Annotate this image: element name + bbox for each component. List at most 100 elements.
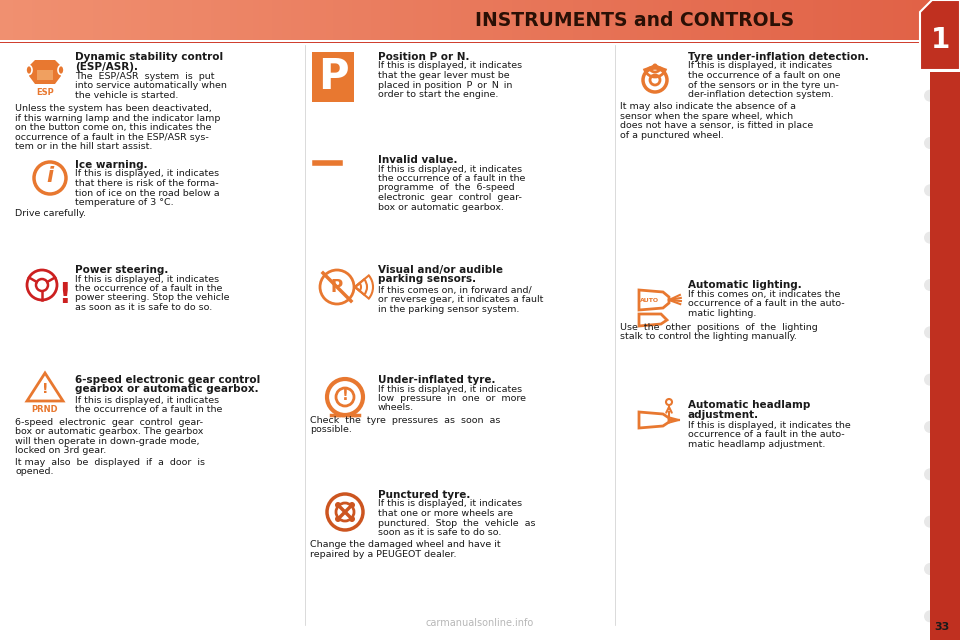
Bar [74, 0, 78, 40]
Bar [425, 0, 430, 40]
Bar [336, 0, 340, 40]
Bar [675, 0, 680, 40]
Bar [228, 0, 231, 40]
Bar [679, 0, 683, 40]
Bar [560, 0, 564, 40]
Bar [317, 0, 321, 40]
Text: the occurrence of a fault in the: the occurrence of a fault in the [75, 284, 223, 293]
Bar [0, 0, 4, 40]
Text: !: ! [58, 281, 70, 309]
Text: locked on 3rd gear.: locked on 3rd gear. [15, 446, 107, 455]
Bar [662, 0, 666, 40]
Bar [314, 0, 318, 40]
Text: If this comes on, in forward and/: If this comes on, in forward and/ [378, 286, 532, 295]
Text: on the button come on, this indicates the: on the button come on, this indicates th… [15, 124, 211, 132]
Bar [413, 0, 417, 40]
Text: Visual and/or audible: Visual and/or audible [378, 265, 503, 275]
Bar [36, 0, 39, 40]
Text: the occurrence of a fault in the: the occurrence of a fault in the [378, 174, 525, 183]
Bar [89, 0, 94, 40]
Text: occurrence of a fault in the ESP/ASR sys-: occurrence of a fault in the ESP/ASR sys… [15, 132, 208, 141]
Wedge shape [924, 90, 930, 102]
Bar [713, 0, 718, 40]
Bar [646, 0, 651, 40]
Text: der-inflation detection system.: der-inflation detection system. [688, 90, 833, 99]
Bar [496, 0, 500, 40]
Text: Power steering.: Power steering. [75, 265, 168, 275]
Bar [170, 0, 174, 40]
Text: or reverse gear, it indicates a fault: or reverse gear, it indicates a fault [378, 296, 543, 305]
Bar [595, 0, 599, 40]
Wedge shape [924, 279, 930, 291]
Bar [506, 0, 510, 40]
Bar [276, 0, 279, 40]
Bar [928, 0, 932, 40]
Bar [509, 0, 513, 40]
Bar [804, 0, 807, 40]
Bar [842, 0, 846, 40]
Text: occurrence of a fault in the auto-: occurrence of a fault in the auto- [688, 299, 845, 308]
Bar [701, 0, 705, 40]
Text: box or automatic gearbox. The gearbox: box or automatic gearbox. The gearbox [15, 428, 204, 436]
Text: Unless the system has been deactivated,: Unless the system has been deactivated, [15, 104, 212, 113]
Bar [384, 0, 388, 40]
Bar [295, 0, 299, 40]
Bar [643, 0, 647, 40]
Bar [26, 0, 30, 40]
Text: Automatic lighting.: Automatic lighting. [688, 280, 802, 290]
Bar [189, 0, 193, 40]
Bar [598, 0, 603, 40]
Bar [410, 0, 414, 40]
Bar [905, 0, 910, 40]
Bar [521, 0, 526, 40]
Bar [291, 0, 296, 40]
Bar [156, 0, 161, 40]
Bar [483, 0, 488, 40]
Bar [372, 0, 375, 40]
Bar [55, 0, 59, 40]
Bar [502, 0, 507, 40]
Text: that the gear lever must be: that the gear lever must be [378, 71, 510, 80]
Bar [233, 0, 238, 40]
Bar [650, 0, 654, 40]
Bar [442, 0, 445, 40]
Text: carmanualsonline.info: carmanualsonline.info [426, 618, 534, 628]
Bar [307, 0, 311, 40]
Bar [771, 0, 776, 40]
Bar [525, 0, 529, 40]
Bar [931, 0, 935, 40]
Bar [365, 0, 369, 40]
Bar [400, 0, 404, 40]
Text: tion of ice on the road below a: tion of ice on the road below a [75, 189, 220, 198]
Bar [144, 0, 148, 40]
Text: If this is displayed, it indicates: If this is displayed, it indicates [378, 61, 522, 70]
Bar [403, 0, 407, 40]
Bar [0, 40, 960, 42]
Bar [374, 0, 378, 40]
Bar [470, 0, 474, 40]
Text: repaired by a PEUGEOT dealer.: repaired by a PEUGEOT dealer. [310, 550, 457, 559]
Bar [583, 0, 587, 40]
Bar [612, 0, 615, 40]
Bar [151, 0, 155, 40]
Bar [930, 72, 960, 640]
Bar [938, 0, 942, 40]
Text: Invalid value.: Invalid value. [378, 155, 458, 165]
Bar [621, 0, 625, 40]
Bar [339, 0, 344, 40]
Bar [60, 0, 65, 40]
Bar [775, 0, 779, 40]
Bar [237, 0, 241, 40]
Bar [579, 0, 584, 40]
Bar [16, 0, 20, 40]
Bar [684, 0, 689, 40]
Bar [86, 0, 90, 40]
Bar [58, 0, 61, 40]
Bar [708, 0, 711, 40]
Text: wheels.: wheels. [378, 403, 414, 413]
Wedge shape [924, 421, 930, 433]
Bar [70, 0, 75, 40]
Bar [588, 0, 593, 40]
Text: box or automatic gearbox.: box or automatic gearbox. [378, 202, 504, 211]
Bar [458, 0, 462, 40]
